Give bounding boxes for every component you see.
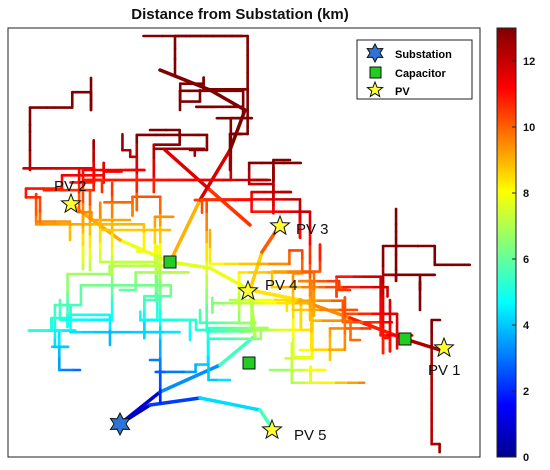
legend-label-substation: Substation bbox=[395, 49, 452, 61]
capacitor-marker bbox=[242, 356, 256, 370]
legend-capacitor-icon bbox=[369, 66, 382, 79]
pv-star-marker bbox=[237, 279, 259, 301]
colorbar-tick-label: 12 bbox=[523, 56, 535, 68]
pv-label-2: PV 2 bbox=[54, 178, 87, 195]
colorbar bbox=[496, 27, 517, 458]
colorbar-tick-label: 8 bbox=[523, 188, 529, 200]
legend-substation-star bbox=[366, 42, 384, 64]
pv-label-3: PV 3 bbox=[296, 221, 329, 238]
pv-star-marker bbox=[60, 192, 82, 214]
feeder-segment bbox=[158, 68, 187, 82]
feeder-segment bbox=[198, 396, 262, 412]
legend: Substation Capacitor PV bbox=[356, 39, 473, 100]
legend-label-pv: PV bbox=[395, 86, 410, 98]
pv-label-1: PV 1 bbox=[428, 362, 461, 379]
pv-label-5: PV 5 bbox=[294, 427, 327, 444]
legend-pv-star bbox=[366, 80, 384, 98]
feeder-segment bbox=[208, 188, 252, 227]
substation-marker bbox=[109, 411, 131, 437]
feeder-segment bbox=[158, 363, 222, 394]
capacitor-marker bbox=[398, 332, 412, 346]
feeder-segment bbox=[198, 148, 232, 202]
substation-star bbox=[109, 411, 131, 437]
feeder-segment bbox=[168, 260, 212, 270]
pv-label-4: PV 4 bbox=[265, 277, 298, 294]
colorbar-tick-label: 4 bbox=[523, 320, 530, 332]
colorbar-tick-label: 2 bbox=[523, 386, 529, 398]
colorbar-tick-label: 10 bbox=[523, 122, 535, 134]
legend-substation-icon bbox=[366, 42, 384, 64]
pv-star-marker bbox=[269, 214, 291, 236]
chart-title: Distance from Substation (km) bbox=[131, 6, 349, 23]
colorbar-tick-label: 6 bbox=[523, 254, 529, 266]
pv-star-marker bbox=[433, 336, 455, 358]
feeder-segment bbox=[248, 288, 302, 302]
feeder-network bbox=[22, 34, 472, 454]
feeder-segment bbox=[248, 250, 264, 292]
legend-pv-icon bbox=[366, 80, 384, 98]
legend-label-capacitor: Capacitor bbox=[395, 68, 446, 80]
pv-star-marker bbox=[261, 418, 283, 440]
colorbar-tick-label: 0 bbox=[523, 452, 529, 464]
feeder-segment bbox=[148, 396, 202, 407]
feeder-segment bbox=[163, 148, 212, 192]
feeder-segment bbox=[218, 334, 257, 367]
capacitor-marker bbox=[163, 255, 177, 269]
feeder-segment bbox=[208, 266, 252, 292]
feeder-segment bbox=[168, 198, 202, 264]
